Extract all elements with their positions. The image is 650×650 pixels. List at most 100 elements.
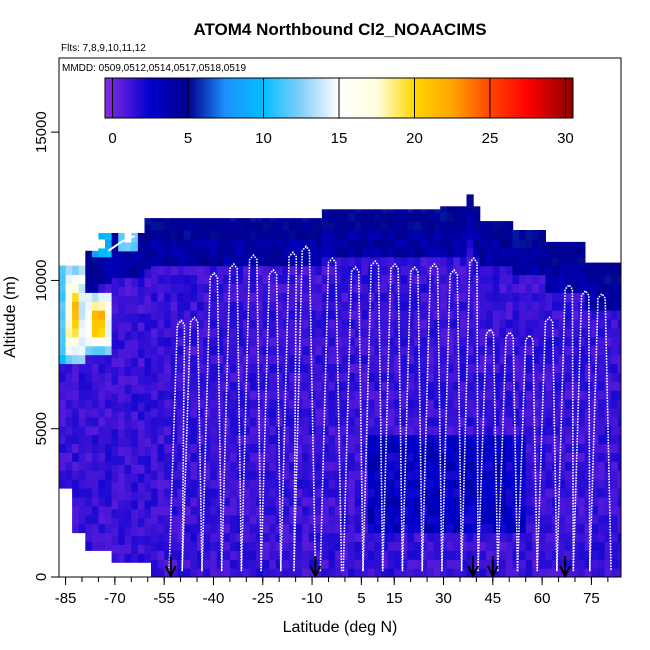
heatmap-cell: [552, 390, 560, 400]
heatmap-cell: [604, 336, 612, 347]
heatmap-cell: [486, 416, 494, 427]
heatmap-cell: [328, 541, 336, 551]
heatmap-cell: [269, 381, 277, 391]
heatmap-cell: [433, 443, 441, 453]
heatmap-cell: [170, 559, 178, 569]
heatmap-cell: [118, 259, 126, 270]
flight-profile: [441, 268, 463, 572]
heatmap-cell: [466, 230, 474, 240]
heatmap-cell: [72, 461, 80, 471]
heatmap-cell: [328, 265, 336, 276]
heatmap-cell: [420, 354, 428, 365]
heatmap-cell: [361, 523, 369, 534]
heatmap-cell: [420, 550, 428, 560]
heatmap-cell: [552, 327, 560, 338]
heatmap-cell: [197, 461, 205, 471]
heatmap-cell: [137, 402, 146, 412]
heatmap-cell: [275, 381, 284, 391]
heatmap-cell: [427, 372, 435, 382]
heatmap-cell: [571, 247, 579, 258]
heatmap-cell: [177, 399, 185, 409]
heatmap-cell: [210, 559, 218, 569]
heatmap-cell: [335, 327, 343, 338]
heatmap-cell: [506, 568, 514, 577]
heatmap-cell: [137, 313, 146, 323]
heatmap-cell: [617, 461, 621, 471]
heatmap-cell: [341, 381, 349, 391]
heatmap-cell: [361, 399, 369, 409]
heatmap-cell: [249, 230, 257, 240]
heatmap-cell: [433, 416, 441, 427]
heatmap-cell: [367, 372, 376, 382]
heatmap-cell: [183, 310, 192, 320]
heatmap-cell: [190, 247, 198, 258]
heatmap-cell: [335, 292, 343, 302]
heatmap-cell: [98, 541, 106, 551]
heatmap-cell: [512, 230, 520, 240]
heatmap-cell: [440, 206, 448, 213]
heatmap-cell: [394, 301, 402, 311]
heatmap-cell: [473, 452, 481, 462]
heatmap-cell: [538, 301, 546, 311]
colorbar-tick-label: 5: [184, 130, 192, 147]
heatmap-cell: [249, 523, 257, 534]
heatmap-cell: [453, 496, 461, 507]
heatmap-cell: [519, 230, 527, 240]
heatmap-cell: [335, 514, 343, 525]
heatmap-cell: [105, 336, 113, 347]
heatmap-cell: [525, 238, 533, 249]
x-tick-label: -10: [301, 590, 323, 607]
heatmap-cell: [565, 541, 573, 551]
heatmap-cell: [308, 327, 316, 338]
heatmap-cell: [486, 479, 494, 489]
heatmap-cell: [387, 461, 395, 471]
heatmap-cell: [381, 301, 389, 311]
heatmap-cell: [486, 425, 494, 436]
heatmap-cell: [453, 283, 461, 293]
heatmap-cell: [400, 496, 408, 507]
heatmap-cell: [598, 541, 606, 551]
heatmap-cell: [269, 274, 277, 284]
heatmap-cell: [256, 363, 264, 373]
heatmap-cell: [315, 399, 323, 409]
heatmap-cell: [545, 514, 553, 525]
heatmap-cell: [335, 559, 343, 569]
heatmap-cell: [519, 319, 527, 329]
heatmap-cell: [387, 559, 395, 569]
heatmap-cell: [420, 541, 428, 551]
heatmap-cell: [460, 416, 468, 427]
heatmap-cell: [387, 354, 395, 365]
heatmap-cell: [348, 345, 356, 356]
heatmap-cell: [453, 399, 461, 409]
heatmap-cell: [289, 408, 297, 418]
heatmap-cell: [558, 434, 566, 445]
heatmap-cell: [492, 416, 500, 427]
heatmap-cell: [183, 390, 192, 400]
heatmap-cell: [269, 532, 277, 542]
heatmap-cell: [348, 310, 356, 320]
heatmap-cell: [519, 514, 527, 525]
heatmap-cell: [124, 348, 132, 359]
heatmap-cell: [85, 336, 93, 347]
heatmap-cell: [354, 559, 362, 569]
heatmap-cell: [216, 425, 224, 436]
heatmap-cell: [124, 553, 132, 563]
heatmap-cell: [354, 372, 362, 382]
heatmap-cell: [617, 408, 621, 418]
heatmap-cell: [275, 425, 284, 436]
heatmap-cell: [137, 259, 146, 270]
heatmap-cell: [124, 491, 132, 501]
heatmap-cell: [519, 568, 527, 577]
heatmap-cell: [354, 479, 362, 489]
heatmap-cell: [611, 310, 619, 320]
heatmap-cell: [210, 479, 218, 489]
heatmap-cell: [381, 461, 389, 471]
heatmap-cell: [381, 363, 389, 373]
heatmap-cell: [387, 230, 395, 240]
heatmap-cell: [506, 283, 514, 293]
flight-marker-head: [486, 565, 499, 579]
heatmap-cell: [361, 209, 369, 213]
flight-profile: [381, 262, 404, 572]
heatmap-cell: [124, 339, 132, 350]
heatmap-cell: [387, 345, 395, 356]
